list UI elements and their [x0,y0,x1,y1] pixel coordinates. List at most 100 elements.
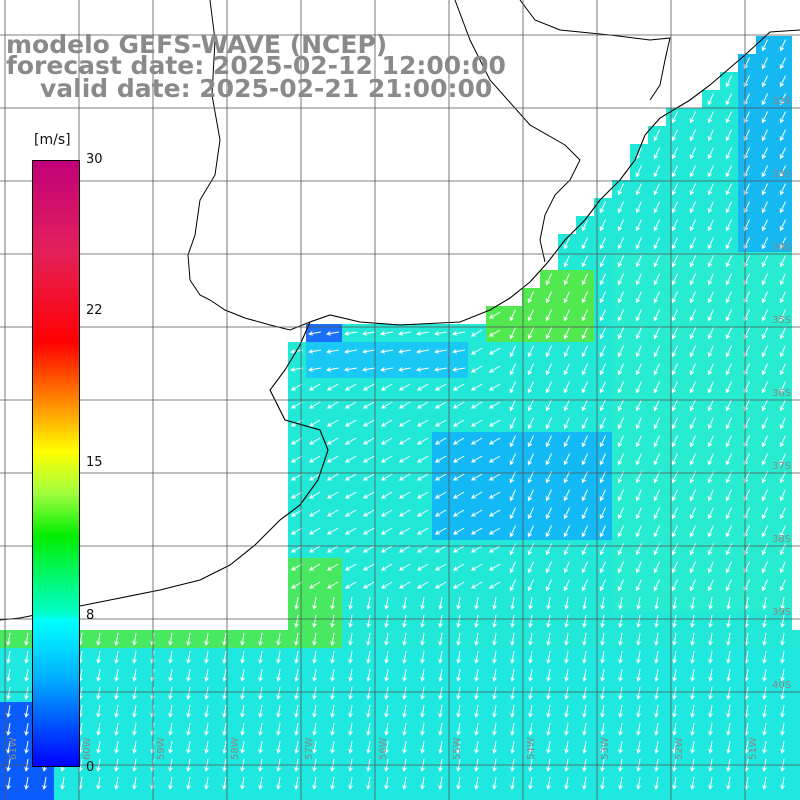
wind-arrow [510,651,515,664]
wind-arrow [434,437,447,445]
wind-arrow [654,597,659,610]
wind-arrow [290,563,303,571]
wind-arrow [488,437,501,445]
wind-arrow [617,417,624,430]
wind-arrow [326,349,339,354]
wind-arrow [707,93,714,106]
wind-arrow [635,453,642,466]
wind-speed-cell [306,792,324,800]
wind-arrow [330,651,335,664]
wind-arrow [527,309,534,322]
wind-arrow [726,723,731,736]
wind-arrow [488,383,501,391]
wind-arrow [527,435,534,448]
wind-arrow [276,687,281,700]
wind-speed-cell [792,792,800,800]
longitude-label: 54W [526,737,537,760]
wind-arrow [563,435,570,448]
wind-arrow [348,777,353,790]
wind-arrow [510,615,515,628]
wind-arrow [488,347,501,355]
wind-arrow [326,401,339,409]
latitude-label: 35S [772,315,791,326]
wind-arrow [168,651,173,664]
wind-arrow [362,563,375,571]
wind-arrow [258,741,263,754]
wind-arrow [470,365,483,373]
wind-arrow [420,741,425,754]
wind-arrow [779,417,786,430]
colorbar-tick-label: 22 [86,303,103,318]
wind-arrow [689,201,696,214]
wind-arrow [434,473,447,481]
wind-arrow [456,651,461,664]
wind-arrow [452,383,465,391]
wind-arrow [617,435,624,448]
wind-arrow [222,633,227,646]
wind-arrow [672,687,677,700]
wind-arrow [470,383,483,391]
wind-arrow [114,651,119,664]
wind-arrow [725,525,732,538]
wind-arrow [600,741,605,754]
wind-arrow [780,669,785,682]
wind-arrow [204,633,209,646]
wind-arrow [362,527,375,535]
wind-arrow [509,399,516,412]
wind-arrow [312,633,317,646]
wind-arrow [416,401,429,409]
wind-arrow [326,545,339,553]
wind-arrow [258,777,263,790]
longitude-label: 58W [230,737,241,760]
wind-arrow [653,507,660,520]
wind-speed-cell [792,630,800,648]
wind-arrow [671,291,678,304]
wind-arrow [563,561,570,574]
wind-arrow [308,455,321,463]
wind-arrow [344,563,357,571]
wind-arrow [564,705,569,718]
wind-arrow [761,417,768,430]
wind-arrow [671,327,678,340]
wind-arrow [527,291,534,304]
wind-arrow [707,255,714,268]
wind-arrow [779,561,786,574]
wind-arrow [707,579,714,592]
wind-arrow [456,615,461,628]
wind-arrow [563,489,570,502]
wind-arrow [545,489,552,502]
longitude-label: 51W [748,737,759,760]
wind-arrow [689,381,696,394]
wind-arrow [635,165,642,178]
wind-speed-cell [522,792,540,800]
wind-arrow [725,291,732,304]
wind-arrow [344,473,357,481]
wind-arrow [416,563,429,571]
wind-arrow [618,651,623,664]
wind-arrow [726,741,731,754]
wind-arrow [563,237,570,250]
wind-arrow [599,561,606,574]
wind-arrow [344,527,357,535]
wind-arrow [456,741,461,754]
wind-arrow [344,581,357,589]
wind-arrow [240,669,245,682]
wind-arrow [470,347,483,355]
wind-arrow [510,741,515,754]
wind-arrow [689,219,696,232]
wind-arrow [653,255,660,268]
wind-arrow [689,165,696,178]
wind-arrow [725,93,732,106]
wind-arrow [24,705,29,718]
wind-arrow [348,633,353,646]
wind-arrow [600,633,605,646]
wind-arrow [671,579,678,592]
wind-arrow [779,543,786,556]
wind-arrow [582,615,587,628]
wind-arrow [488,329,501,337]
wind-arrow [725,201,732,214]
wind-arrow [366,705,371,718]
longitude-label: 57W [304,737,315,760]
wind-arrow [779,129,786,142]
wind-arrow [204,687,209,700]
